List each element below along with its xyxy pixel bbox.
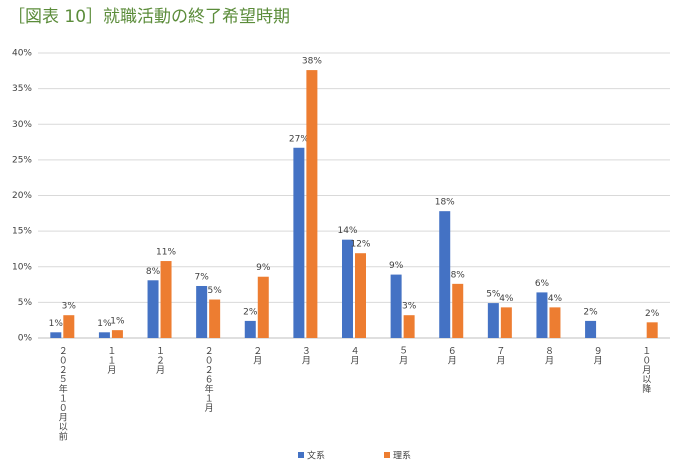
x-tick-label: ３月 (300, 346, 311, 365)
y-tick-label: 5% (18, 298, 33, 308)
data-label: 2% (583, 307, 598, 317)
data-label: 14% (337, 226, 357, 236)
bar (50, 332, 62, 338)
bar (209, 299, 221, 338)
data-label: 4% (499, 294, 514, 304)
legend-label: 文系 (307, 450, 325, 462)
y-tick-label: 30% (12, 120, 32, 130)
bar (257, 276, 269, 338)
y-tick-label: 25% (12, 155, 32, 165)
bar (147, 280, 159, 338)
x-tick-label: ２月 (251, 346, 262, 365)
x-tick-label: ２０２６年１月 (203, 346, 214, 413)
bar (452, 283, 464, 338)
data-label: 3% (62, 302, 77, 312)
bar (487, 303, 499, 338)
bar (244, 320, 256, 338)
data-label: 5% (208, 286, 223, 296)
bar (355, 253, 366, 338)
bar (646, 322, 658, 338)
data-label: 1% (97, 319, 112, 329)
y-tick-label: 0% (18, 334, 33, 344)
x-tick-label: １２月 (154, 346, 165, 375)
x-tick-label: １０月以降 (640, 346, 651, 394)
bar (196, 285, 208, 338)
y-tick-label: 20% (12, 191, 32, 201)
x-tick-label: ９月 (592, 346, 603, 365)
x-tick-label: ６月 (446, 346, 457, 365)
bar (536, 292, 548, 338)
x-tick-label: １１月 (105, 346, 116, 375)
data-label: 1% (110, 317, 125, 327)
bar (306, 70, 318, 338)
x-tick-label: ８月 (543, 346, 554, 365)
data-label: 12% (350, 240, 370, 250)
bar (585, 320, 597, 338)
legend-label: 理系 (393, 451, 411, 462)
data-label: 9% (389, 261, 404, 271)
y-tick-label: 15% (12, 227, 32, 237)
legend-swatch (384, 452, 390, 458)
data-label: 9% (256, 263, 271, 273)
x-tick-label: ２０２５年１０月以前 (57, 346, 68, 441)
data-label: 38% (302, 57, 322, 67)
bar (439, 211, 451, 338)
data-label: 11% (156, 248, 176, 258)
legend-swatch (298, 452, 304, 458)
data-label: 5% (486, 290, 501, 300)
bar (98, 332, 110, 338)
x-tick-label: ５月 (397, 346, 408, 365)
data-label: 7% (195, 272, 210, 282)
bar (390, 274, 402, 338)
data-label: 6% (535, 279, 550, 289)
data-label: 8% (451, 270, 466, 280)
data-label: 2% (645, 309, 660, 319)
bar (403, 315, 415, 338)
data-label: 3% (402, 302, 417, 312)
x-tick-label: ４月 (349, 346, 360, 365)
data-label: 18% (435, 198, 455, 208)
bar (500, 307, 512, 338)
y-tick-label: 10% (12, 262, 32, 272)
data-label: 27% (289, 134, 309, 144)
bar (549, 307, 561, 338)
bar (63, 315, 75, 338)
chart-title: ［図表 10］就職活動の終了希望時期 (8, 7, 290, 27)
data-label: 8% (146, 267, 161, 277)
data-label: 1% (49, 319, 64, 329)
bar (160, 261, 172, 338)
data-label: 2% (243, 307, 258, 317)
bar (293, 147, 305, 338)
y-tick-label: 35% (12, 84, 32, 94)
data-label: 4% (548, 294, 563, 304)
bar (342, 239, 353, 338)
bar (111, 330, 123, 338)
y-tick-label: 40% (12, 49, 32, 59)
x-tick-label: ７月 (494, 346, 505, 365)
